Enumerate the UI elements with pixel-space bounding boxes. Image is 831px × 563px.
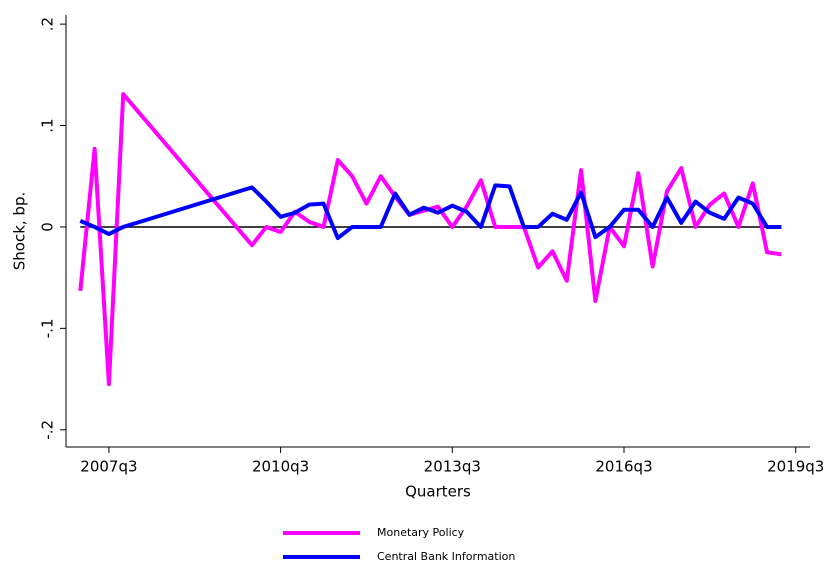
series-line	[78, 92, 782, 387]
y-tick-label: -.1	[39, 318, 57, 338]
y-tick-label: .1	[39, 118, 57, 132]
y-axis-label: Shock, bp.	[11, 192, 29, 271]
y-tick-label: -.2	[39, 420, 57, 440]
series-line	[79, 183, 782, 241]
x-tick-label: 2019q3	[767, 458, 824, 476]
x-tick-label: 2016q3	[595, 458, 652, 476]
legend-label: Central Bank Information	[377, 550, 515, 563]
x-tick-label: 2007q3	[80, 458, 137, 476]
x-tick-label: 2013q3	[424, 458, 481, 476]
y-tick-label: 0	[39, 222, 57, 232]
x-axis-label: Quarters	[405, 483, 471, 501]
x-tick-label: 2010q3	[252, 458, 309, 476]
legend-label: Monetary Policy	[377, 526, 465, 539]
y-tick-label: .2	[39, 17, 57, 31]
